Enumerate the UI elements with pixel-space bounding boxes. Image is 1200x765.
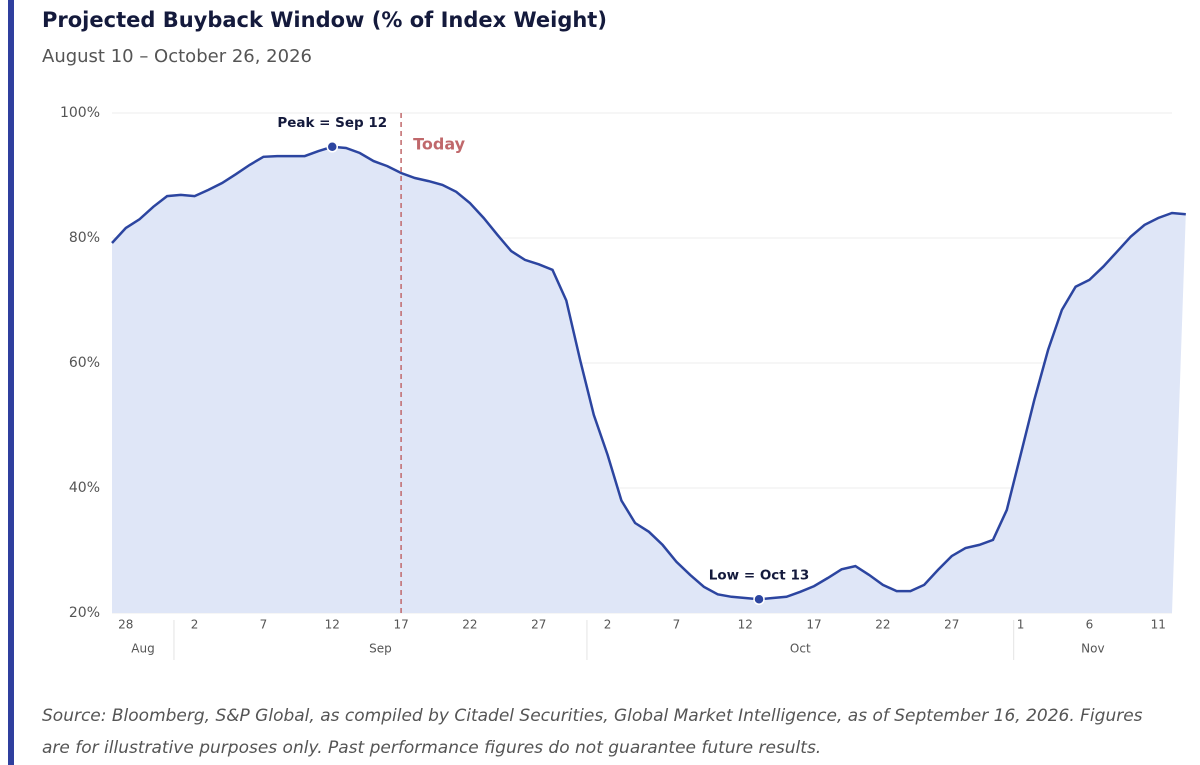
chart: 20% 40% 60% 80% 100% Today Peak = Sep 12 Low = … (60, 105, 1186, 660)
annotation: Peak = Sep 12 (277, 115, 387, 131)
y-tick-label: 100% (60, 105, 100, 121)
point-marker (326, 141, 339, 153)
line (111, 145, 1186, 601)
annotation: Low = Oct 13 (709, 567, 809, 583)
chart-subtitle: August 10 – October 26, 2026 (42, 46, 312, 67)
area-fill (112, 146, 1186, 614)
x-tick-label: 17 (393, 618, 408, 632)
x-tick-label: 17 (806, 618, 821, 632)
x-tick-label: 1 (1017, 618, 1025, 632)
x-tick-label: 22 (462, 618, 477, 632)
x-tick-label: 7 (673, 618, 681, 632)
chart-title: Projected Buyback Window (% of Index Wei… (42, 8, 607, 32)
y-tick-label: 40% (69, 480, 100, 496)
today-label: Today (413, 135, 466, 154)
x-tick-label: 12 (738, 618, 753, 632)
point-marker (753, 593, 765, 605)
source-note: Source: Bloomberg, S&P Global, as compil… (42, 706, 1143, 758)
x-tick-label: 7 (260, 618, 268, 632)
y-tick-label: 80% (69, 230, 100, 246)
y-tick-label: 20% (69, 605, 100, 621)
x-tick-label: 11 (1151, 618, 1166, 632)
x-tick-label: 28 (118, 618, 133, 632)
x-tick-label: 12 (325, 618, 340, 632)
month-label: Aug (131, 642, 154, 656)
x-tick-label: 2 (604, 618, 612, 632)
x-tick-label: 22 (875, 618, 890, 632)
x-tick-label: 27 (531, 618, 546, 632)
x-tick-label: 6 (1086, 618, 1094, 632)
month-label: Oct (790, 642, 811, 656)
x-tick-label: 27 (944, 618, 959, 632)
month-label: Nov (1081, 642, 1104, 656)
x-tick-label: 2 (191, 618, 199, 632)
accent-bar (8, 0, 14, 765)
y-tick-label: 60% (69, 355, 100, 371)
month-label: Sep (369, 642, 392, 656)
